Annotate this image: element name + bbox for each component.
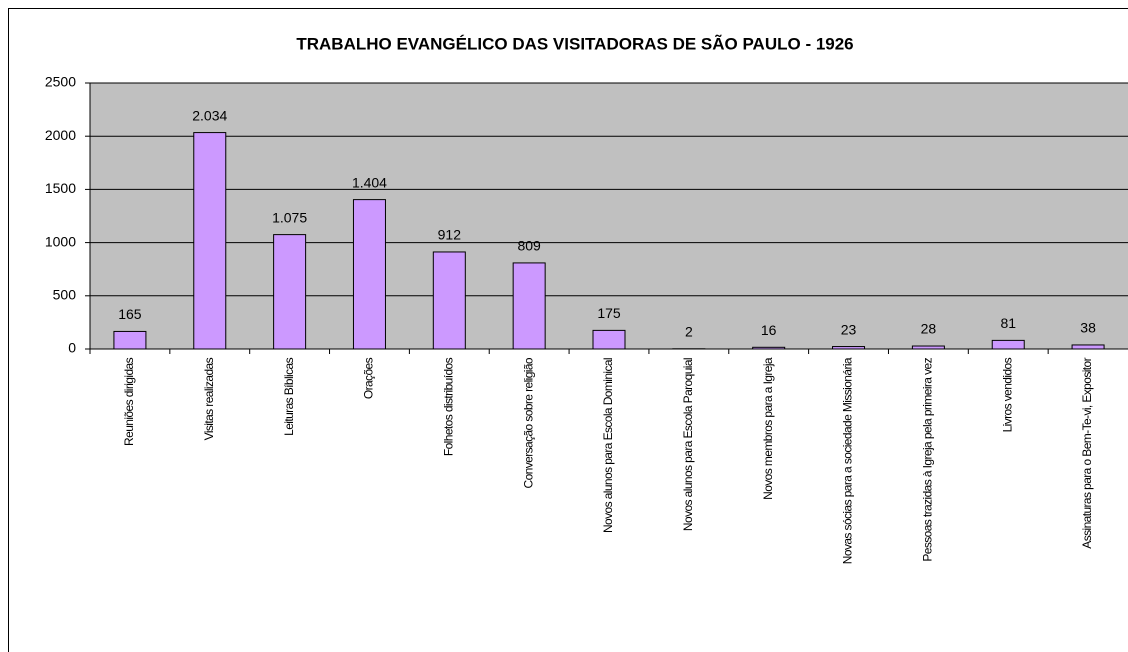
bar <box>592 329 626 350</box>
bar <box>512 262 546 350</box>
data-label: 912 <box>438 227 462 243</box>
bar <box>352 199 386 350</box>
x-tick-label: Pessoas trazidas à Igreja pela primeira … <box>921 357 935 561</box>
bar <box>1071 344 1105 350</box>
data-label: 1.404 <box>352 174 387 190</box>
data-label: 16 <box>761 322 777 338</box>
bar <box>113 330 147 350</box>
x-tick-label: Leituras Bíblicas <box>282 357 296 435</box>
bar <box>432 251 466 350</box>
y-tick-label: 1000 <box>45 233 76 249</box>
data-label: 28 <box>921 321 937 337</box>
x-tick-label: Novos alunos para Escola Paroquial <box>681 358 695 531</box>
x-tick-label: Novos membros para a Igreja <box>761 357 775 500</box>
y-tick-label: 0 <box>68 340 76 356</box>
y-tick-label: 500 <box>53 287 77 303</box>
x-tick-label: Assinaturas para o Bem-Te-vi, Expositor <box>1080 357 1094 548</box>
x-tick-label: Novos alunos para Escola Dominical <box>601 358 615 533</box>
x-tick-label: Conversação sobre religião <box>521 357 535 488</box>
x-tick-label: Livros vendidos <box>1000 357 1014 432</box>
x-tick-label: Novas sócias para a sociedade Missionári… <box>841 357 855 564</box>
data-label: 175 <box>597 305 621 321</box>
data-label: 23 <box>841 321 857 337</box>
y-tick-label: 1500 <box>45 180 76 196</box>
y-tick-label: 2000 <box>45 127 76 143</box>
plot-area <box>90 83 1128 349</box>
y-tick-label: 2500 <box>45 74 76 90</box>
data-label: 38 <box>1080 320 1096 336</box>
data-label: 165 <box>118 306 142 322</box>
chart-title: TRABALHO EVANGÉLICO DAS VISITADORAS DE S… <box>296 33 853 53</box>
data-label: 809 <box>517 238 541 254</box>
bar <box>911 345 945 350</box>
bar <box>832 346 866 350</box>
x-tick-label: Orações <box>362 357 376 399</box>
bar <box>193 132 227 350</box>
bar <box>991 339 1025 350</box>
x-tick-label: Visitas realizadas <box>202 357 216 440</box>
data-label: 2 <box>685 323 693 339</box>
data-label: 2.034 <box>192 107 227 123</box>
data-label: 1.075 <box>272 209 307 225</box>
x-tick-label: Folhetos distribuídos <box>441 357 455 456</box>
x-tick-label: Reuniões dirigidas <box>122 357 136 446</box>
data-label: 81 <box>1000 315 1016 331</box>
bar <box>752 346 786 350</box>
bar <box>273 234 307 350</box>
